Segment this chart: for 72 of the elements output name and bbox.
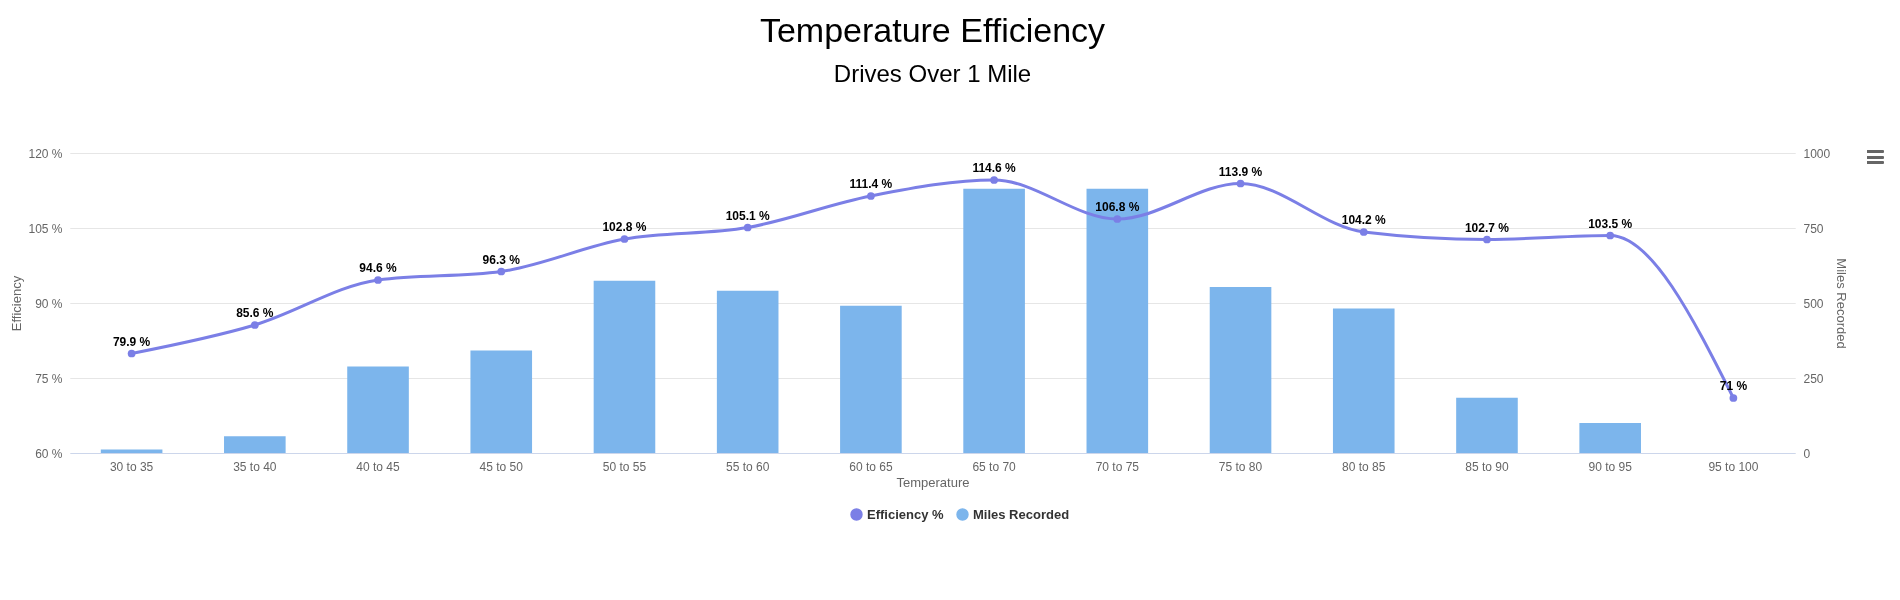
bar [1086,188,1149,453]
y-tick-label: 60 % [35,446,63,461]
x-tick-label: 95 to 100 [1708,459,1759,474]
y2-axis-title: Miles Recorded [1834,258,1850,349]
point [1483,235,1491,244]
point [620,235,629,243]
x-tick-label: 30 to 35 [109,459,154,474]
bar [1579,423,1641,453]
y2-tick-label: 0 [1803,446,1811,461]
legend-label: Efficiency % [867,506,945,522]
data-label: 71 % [1719,379,1748,393]
data-label: 114.6 % [972,161,1017,175]
y2-tick-label: 1000 [1803,146,1831,161]
data-label: 102.7 % [1464,220,1510,235]
point [990,176,998,184]
x-tick-label: 45 to 50 [479,459,524,474]
y-axis-title: Efficiency [9,275,25,332]
bar [840,305,902,453]
data-label: 104.2 % [1341,213,1387,227]
data-label: 111.4 % [849,177,893,191]
y2-tick-label: 500 [1803,296,1824,311]
x-tick-label: 65 to 70 [972,459,1017,474]
y2-tick-label: 250 [1803,371,1824,386]
data-label: 94.6 % [359,261,398,275]
data-label: 106.8 % [1095,200,1140,214]
y-tick-label: 90 % [35,296,63,311]
x-tick-label: 55 to 60 [725,459,770,474]
x-tick-label: 50 to 55 [602,459,647,474]
point [127,349,136,358]
bar [593,280,656,453]
legend-label: Miles Recorded [973,506,1070,522]
x-tick-label: 60 to 65 [849,459,893,474]
point [1236,179,1245,188]
data-label: 103.5 % [1588,216,1633,231]
x-tick-label: 35 to 40 [233,459,277,474]
data-label: 113.9 % [1218,164,1263,179]
bar [716,290,779,453]
y-tick-label: 75 % [35,371,63,386]
bar [963,188,1025,453]
point [743,223,752,232]
bar [470,350,533,453]
x-tick-label: 40 to 45 [356,459,401,474]
bar [1332,308,1395,453]
bar [100,449,163,453]
y-tick-label: 105 % [28,221,63,236]
data-label: 79.9 % [112,334,151,349]
bar [1456,397,1518,453]
x-axis-title: Temperature [896,474,970,490]
point [1729,394,1738,402]
point [1606,231,1615,240]
point [1359,228,1368,236]
x-tick-label: 80 to 85 [1342,459,1386,474]
bar [224,436,286,453]
x-tick-label: 75 to 80 [1218,459,1263,474]
chart-title: Temperature Efficiency [759,11,1106,49]
y2-tick-label: 750 [1803,221,1824,236]
data-label: 102.8 % [602,220,647,234]
point [374,276,382,284]
chart-subtitle: Drives Over 1 Mile [833,60,1032,87]
bar [347,366,409,453]
x-tick-label: 85 to 90 [1465,459,1509,474]
data-label: 105.1 % [725,208,771,223]
y-tick-label: 120 % [28,146,63,161]
point [867,192,875,200]
point [497,267,506,276]
point [250,321,259,329]
x-tick-label: 70 to 75 [1095,459,1140,474]
point [1113,215,1122,223]
data-label: 85.6 % [236,306,274,320]
x-tick-label: 90 to 95 [1588,459,1633,474]
data-label: 96.3 % [482,252,521,267]
bar [1209,287,1272,453]
